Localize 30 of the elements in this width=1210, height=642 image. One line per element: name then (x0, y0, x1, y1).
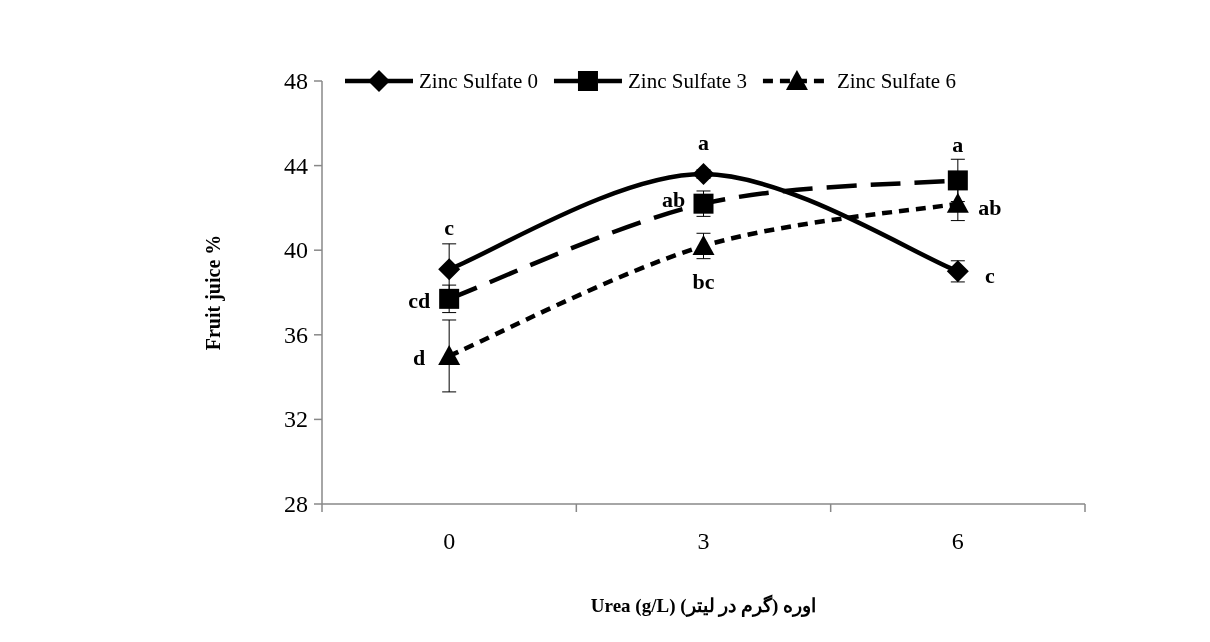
annotation: bc (692, 269, 715, 295)
y-tick-label: 44 (284, 152, 308, 179)
point (692, 234, 715, 255)
annotation: ab (978, 195, 1002, 221)
y-tick-label: 28 (284, 491, 308, 517)
annotation: a (952, 131, 964, 157)
annotation: cd (408, 288, 431, 314)
annotation: d (413, 345, 426, 371)
x-tick-label: 0 (443, 528, 456, 554)
point (438, 344, 461, 365)
legend-label: Zinc Sulfate 0 (419, 69, 538, 93)
annotation: c (444, 214, 455, 240)
point (946, 192, 969, 213)
y-tick-label: 32 (284, 406, 308, 433)
legend-label: Zinc Sulfate 6 (836, 69, 956, 93)
y-tick-label: 40 (284, 237, 308, 264)
y-tick-label: 36 (284, 321, 308, 348)
annotation: a (698, 129, 709, 155)
x-tick-label: 3 (697, 528, 710, 554)
y-axis-title: Fruit juice % (202, 234, 225, 351)
annotation: c (984, 262, 995, 288)
y-tick-label: 48 (284, 68, 308, 94)
annotation: ab (661, 187, 686, 213)
point (947, 170, 968, 191)
x-tick-label: 6 (951, 528, 964, 554)
point (439, 288, 460, 309)
point (438, 258, 461, 281)
point (692, 163, 715, 186)
legend-label: Zinc Sulfate 3 (627, 69, 747, 93)
x-axis-title: Urea (g/L) اوره (گرم در لیتر) (590, 594, 817, 617)
